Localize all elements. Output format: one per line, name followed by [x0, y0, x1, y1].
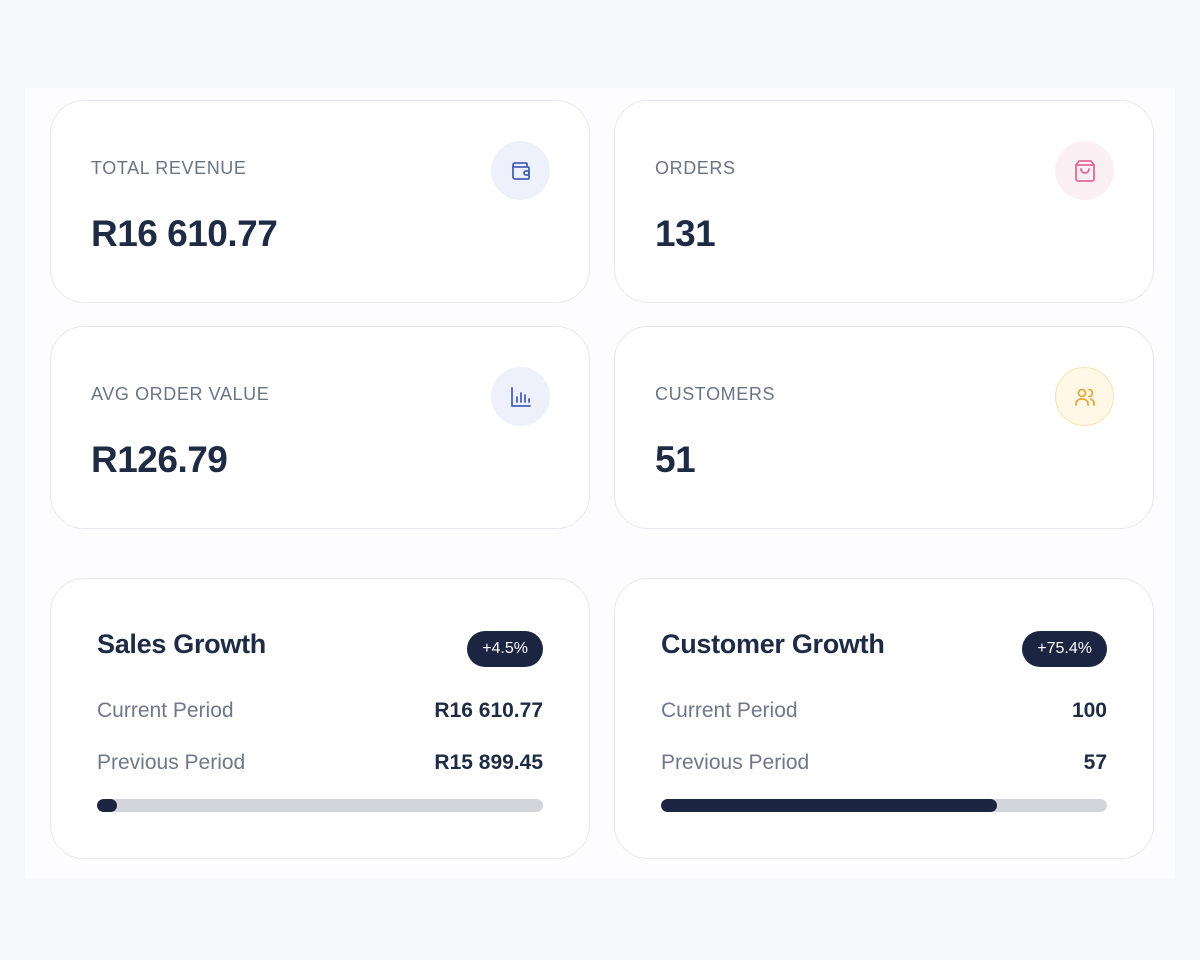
orders-value: 131 [655, 213, 716, 254]
customers-label: CUSTOMERS [655, 384, 776, 404]
customers-previous-period-label: Previous Period [661, 751, 810, 774]
sales-previous-period-value: R15 899.45 [434, 751, 543, 774]
total-revenue-label: TOTAL REVENUE [91, 158, 247, 178]
customer-growth-badge: +75.4% [1022, 631, 1107, 667]
avg-order-value-label: AVG ORDER VALUE [91, 384, 270, 404]
customers-current-period-value: 100 [1071, 699, 1107, 722]
shopping-bag-icon [1055, 141, 1114, 200]
customer-growth-progress-fill [661, 799, 998, 812]
bar-chart-icon [491, 367, 550, 426]
sales-growth-title: Sales Growth [97, 629, 266, 659]
dashboard-panel: TOTAL REVENUE R16 610.77 ORDERS 131 AVG … [25, 88, 1175, 878]
sales-current-period-value: R16 610.77 [434, 699, 543, 722]
wallet-icon [491, 141, 550, 200]
orders-card: ORDERS 131 [614, 100, 1154, 303]
total-revenue-value: R16 610.77 [91, 213, 278, 254]
sales-growth-progress-fill [97, 799, 118, 812]
sales-growth-card: Sales Growth +4.5% Current Period R16 61… [50, 578, 590, 859]
sales-growth-badge: +4.5% [467, 631, 543, 667]
users-icon [1055, 367, 1114, 426]
avg-order-value-card: AVG ORDER VALUE R126.79 [50, 326, 590, 529]
total-revenue-card: TOTAL REVENUE R16 610.77 [50, 100, 590, 303]
customer-growth-progress-track [661, 799, 1107, 812]
customer-growth-title: Customer Growth [661, 629, 885, 659]
customers-previous-period-value: 57 [1083, 751, 1107, 774]
customers-card: CUSTOMERS 51 [614, 326, 1154, 529]
orders-label: ORDERS [655, 158, 736, 178]
sales-current-period-label: Current Period [97, 699, 234, 722]
avg-order-value-value: R126.79 [91, 439, 228, 480]
customers-current-period-label: Current Period [661, 699, 798, 722]
sales-previous-period-label: Previous Period [97, 751, 246, 774]
customer-growth-card: Customer Growth +75.4% Current Period 10… [614, 578, 1154, 859]
customers-value: 51 [655, 439, 696, 480]
sales-growth-progress-track [97, 799, 543, 812]
